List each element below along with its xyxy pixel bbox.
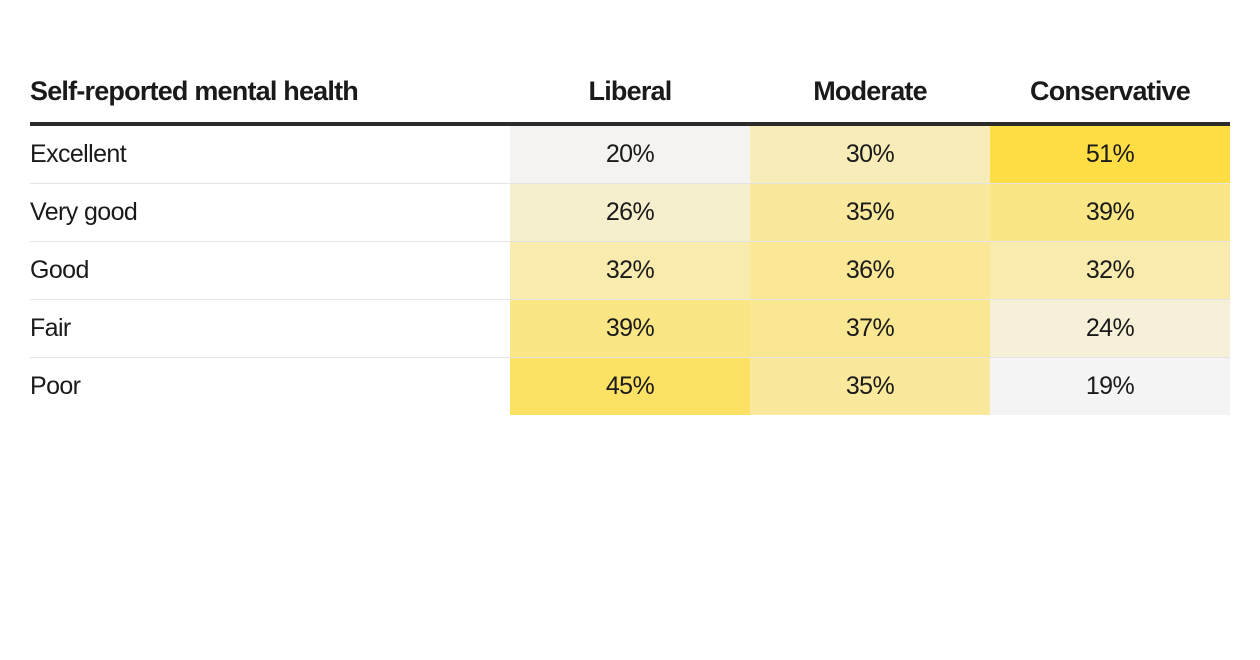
heatmap-cell-fair-liberal: 39% [510,299,750,358]
heatmap-cell-good-liberal: 32% [510,241,750,300]
heatmap-cell-good-moderate: 36% [750,241,990,300]
table-row-very-good: Very good 26% 35% 39% [30,183,1230,242]
heatmap-cell-good-conservative: 32% [990,241,1230,300]
row-label-good: Good [30,241,510,300]
heatmap-cell-fair-moderate: 37% [750,299,990,358]
row-label-very-good: Very good [30,183,510,242]
heatmap-table: Self-reported mental health Liberal Mode… [30,60,1230,415]
header-row: Self-reported mental health Liberal Mode… [30,60,1230,126]
table-row-good: Good 32% 36% 32% [30,241,1230,300]
table-row-fair: Fair 39% 37% 24% [30,299,1230,358]
table-row-poor: Poor 45% 35% 19% [30,357,1230,415]
heatmap-cell-excellent-conservative: 51% [990,124,1230,184]
heatmap-cell-poor-conservative: 19% [990,357,1230,415]
heatmap-cell-fair-conservative: 24% [990,299,1230,358]
heatmap-body: Excellent 20% 30% 51% Very good 26% 35% 39% Good… [30,124,1230,415]
heatmap-cell-very-good-conservative: 39% [990,183,1230,242]
row-label-fair: Fair [30,299,510,358]
row-label-excellent: Excellent [30,140,127,168]
heatmap-cell-poor-liberal: 45% [510,357,750,415]
column-header-conservative: Conservative [990,60,1230,126]
heatmap-cell-very-good-moderate: 35% [750,183,990,242]
row-label-poor: Poor [30,357,510,415]
column-header-liberal: Liberal [510,60,750,126]
table-row-excellent: Excellent 20% 30% 51% [30,124,1230,184]
row-header-title: Self-reported mental health [30,60,510,126]
column-header-moderate: Moderate [750,60,990,126]
heatmap-cell-poor-moderate: 35% [750,357,990,415]
heatmap-cell-excellent-liberal: 20% [510,124,750,184]
heatmap-cell-excellent-moderate: 30% [750,124,990,184]
heatmap-cell-very-good-liberal: 26% [510,183,750,242]
